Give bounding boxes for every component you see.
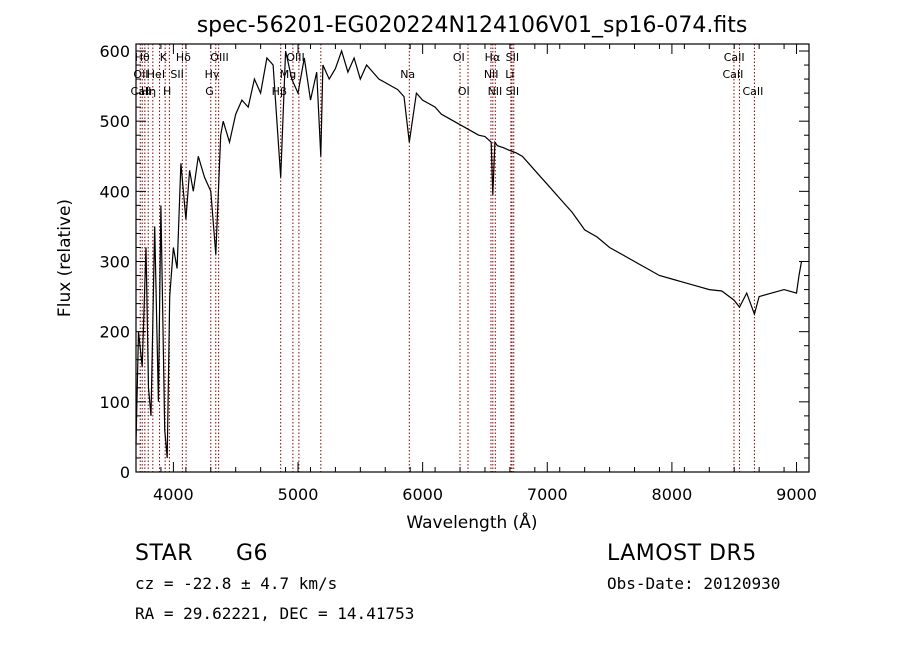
line-marker-label: Li <box>505 68 514 81</box>
line-marker-label: NII <box>484 68 499 81</box>
y-tick-label: 300 <box>99 253 130 272</box>
line-marker-label: Hη <box>141 85 156 98</box>
line-marker-label: Hγ <box>205 68 220 81</box>
line-marker-label: SII <box>506 85 519 98</box>
x-axis-label: Wavelength (Å) <box>406 511 537 533</box>
line-marker-label: OI <box>458 85 470 98</box>
line-marker-label: Mg <box>280 68 296 81</box>
line-marker-label: G <box>205 85 214 98</box>
line-marker-label: SII <box>506 51 519 64</box>
line-marker-label: OIII <box>210 51 228 64</box>
y-tick-label: 200 <box>99 323 130 342</box>
line-marker-label: NII <box>488 85 503 98</box>
line-marker-label: H <box>163 85 171 98</box>
line-marker-label: Hα <box>485 51 501 64</box>
line-marker-label: OIII <box>286 51 304 64</box>
line-marker-label: OII <box>133 68 148 81</box>
x-tick-label: 5000 <box>278 485 319 504</box>
x-tick-label: 8000 <box>652 485 693 504</box>
spectral-subclass: G6 <box>236 541 269 566</box>
object-class: STAR <box>135 541 194 566</box>
y-tick-label: 400 <box>99 182 130 201</box>
line-marker-label: SII <box>170 68 183 81</box>
observation-date: Obs-Date: 20120930 <box>607 574 781 593</box>
x-tick-label: 4000 <box>153 485 194 504</box>
y-tick-label: 600 <box>99 42 130 61</box>
line-marker-label: Na <box>400 68 415 81</box>
x-tick-label: 6000 <box>402 485 443 504</box>
line-marker-label: HeI <box>147 68 165 81</box>
x-axis-ticks: 4000 5000 6000 7000 8000 9000 <box>135 44 817 504</box>
y-tick-label: 100 <box>99 393 130 412</box>
x-tick-label: 9000 <box>776 485 817 504</box>
line-marker-label: OI <box>453 51 465 64</box>
survey-name: LAMOST DR5 <box>607 541 757 566</box>
y-tick-label: 0 <box>120 463 130 482</box>
spectrum-line <box>135 49 803 459</box>
line-marker-label: Hδ <box>176 51 191 64</box>
line-marker-label: CaII <box>723 68 744 81</box>
x-tick-label: 7000 <box>527 485 568 504</box>
y-axis-ticks: 0 100 200 300 400 500 600 <box>99 42 809 482</box>
line-marker-label: K <box>160 51 168 64</box>
plot-frame <box>135 43 810 473</box>
y-tick-label: 500 <box>99 112 130 131</box>
coordinates: RA = 29.62221, DEC = 14.41753 <box>135 604 415 623</box>
line-marker-label: CaII <box>742 85 763 98</box>
redshift-cz: cz = -22.8 ± 4.7 km/s <box>135 574 338 593</box>
line-marker-label: CaII <box>724 51 745 64</box>
line-markers <box>139 44 755 472</box>
chart-title: spec-56201-EG020224N124106V01_sp16-074.f… <box>197 13 748 38</box>
line-marker-label: Hθ <box>135 51 150 64</box>
y-axis-label: Flux (relative) <box>55 199 75 317</box>
